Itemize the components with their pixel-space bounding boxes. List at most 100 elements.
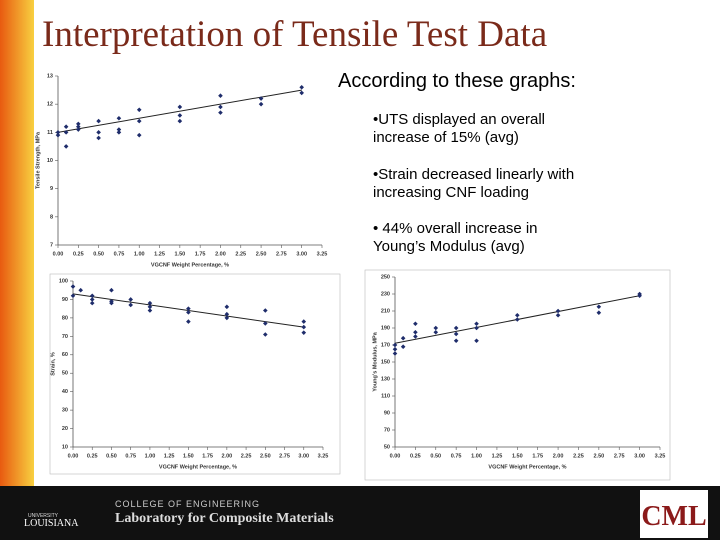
x-tick-label: 0.00: [390, 453, 401, 459]
point: [96, 130, 101, 135]
point: [76, 121, 81, 127]
point: [515, 312, 520, 318]
point: [70, 284, 76, 289]
point: [413, 321, 418, 327]
point: [224, 315, 230, 321]
y-tick-label: 90: [62, 297, 68, 303]
point: [89, 297, 95, 302]
point: [433, 325, 439, 331]
bullet: •UTS displayed an overall increase of 15%…: [373, 111, 545, 146]
y-tick-label: 30: [62, 408, 68, 414]
y-tick-label: 40: [62, 389, 68, 395]
point: [96, 118, 101, 124]
x-tick-label: 1.75: [532, 453, 543, 459]
point: [128, 302, 133, 308]
y-tick-label: 100: [59, 278, 68, 284]
y-tick-label: 130: [381, 376, 390, 382]
x-tick-label: 0.00: [68, 453, 79, 459]
point: [263, 308, 268, 313]
x-tick-label: 0.25: [410, 453, 421, 459]
x-tick-label: 1.00: [471, 453, 482, 459]
y-tick-label: 11: [47, 130, 53, 136]
point: [596, 304, 602, 310]
y-tick-label: 50: [62, 371, 68, 377]
y-tick-label: 80: [62, 315, 68, 321]
x-tick-label: 2.00: [215, 251, 226, 257]
point: [453, 325, 459, 331]
y-tick-label: 60: [62, 352, 68, 358]
side-band: [0, 0, 34, 540]
point: [76, 124, 81, 129]
y-tick-label: 170: [381, 342, 390, 348]
y-tick-label: 90: [384, 410, 390, 416]
point: [109, 287, 114, 293]
point: [186, 310, 191, 315]
point: [109, 300, 114, 306]
point: [218, 104, 223, 110]
point: [96, 135, 101, 141]
y-tick-label: 9: [50, 186, 53, 192]
logo-box: [640, 490, 708, 538]
y-tick-label: 250: [381, 274, 390, 280]
point: [299, 90, 304, 96]
x-tick-label: 1.50: [183, 453, 194, 459]
point: [301, 324, 307, 330]
point: [78, 287, 83, 293]
chart: 7 8 9 10 11 12 13 0.00 0.25 0.50 0.75 1.00 1.25 1.50 1…: [35, 73, 327, 268]
x-tick-label: 2.75: [279, 453, 290, 459]
point: [147, 300, 153, 306]
x-tick-label: 1.75: [195, 251, 206, 257]
point: [147, 308, 153, 313]
x-tick-label: 2.50: [256, 251, 267, 257]
chart-frame: [49, 273, 341, 475]
x-tick-label: 0.50: [430, 453, 441, 459]
x-tick-label: 2.50: [260, 453, 271, 459]
x-axis-label: VGCNF Weight Percentage, %: [159, 464, 237, 470]
point: [136, 132, 142, 138]
y-tick-label: 8: [50, 214, 53, 220]
y-tick-label: 13: [47, 73, 53, 79]
logo: CML: [641, 501, 706, 532]
point: [433, 329, 439, 335]
point: [116, 115, 122, 121]
point: [258, 96, 264, 101]
point: [299, 84, 304, 90]
x-tick-label: 1.25: [154, 251, 165, 257]
footer-lab: Laboratory for Composite Materials: [115, 511, 334, 526]
point: [515, 317, 520, 322]
x-tick-label: 1.25: [164, 453, 175, 459]
y-tick-label: 110: [381, 393, 390, 399]
x-tick-label: 3.00: [634, 453, 645, 459]
point: [263, 321, 268, 326]
point: [89, 293, 95, 299]
y-tick-label: 150: [381, 359, 390, 365]
point: [136, 118, 142, 124]
x-tick-label: 2.00: [221, 453, 232, 459]
x-tick-label: 1.00: [134, 251, 145, 257]
x-tick-label: 2.00: [553, 453, 564, 459]
bullet: • 44% overall increase in Young’s Modulus…: [373, 220, 538, 255]
x-tick-label: 2.50: [593, 453, 604, 459]
x-tick-label: 0.75: [125, 453, 136, 459]
x-tick-label: 2.25: [241, 453, 252, 459]
point: [301, 330, 307, 335]
y-tick-label: 10: [47, 158, 53, 164]
y-tick-label: 210: [381, 308, 390, 314]
point: [186, 306, 191, 311]
x-tick-label: 1.50: [512, 453, 523, 459]
x-tick-label: 1.25: [492, 453, 503, 459]
point: [116, 130, 122, 135]
point: [70, 293, 76, 299]
x-tick-label: 0.50: [106, 453, 117, 459]
point: [89, 300, 95, 306]
point: [263, 332, 268, 337]
x-tick-label: 0.50: [93, 251, 104, 257]
x-tick-label: 3.25: [655, 453, 666, 459]
footer-college: COLLEGE OF ENGINEERING: [115, 499, 260, 509]
point: [177, 104, 183, 110]
x-tick-label: 0.00: [53, 251, 64, 257]
point: [224, 311, 230, 317]
point: [55, 130, 61, 135]
chart: 10 20 30 40 50 60 70 80 90 100 0.00 0.25 0.50 0.75 1.0…: [49, 273, 341, 475]
